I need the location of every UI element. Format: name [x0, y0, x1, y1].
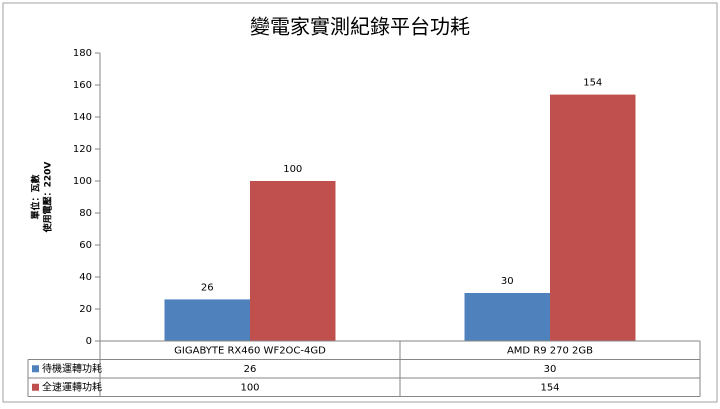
y-tick-label: 40	[79, 272, 92, 283]
x-tick-label: AMD R9 270 2GB	[507, 345, 593, 356]
y-tick-label: 180	[73, 48, 92, 59]
legend-swatch	[32, 365, 39, 373]
table-value: 26	[244, 364, 257, 375]
legend-swatch	[32, 383, 39, 391]
data-label: 30	[501, 276, 514, 287]
table-value: 100	[240, 382, 259, 393]
y-tick-label: 100	[73, 176, 92, 187]
legend-label: 全速運轉功耗	[42, 380, 102, 393]
y-tick-label: 140	[73, 112, 92, 123]
y-axis-label-line: 單位：瓦數	[30, 174, 42, 220]
x-tick-label: GIGABYTE RX460 WF2OC-4GD	[174, 345, 326, 356]
y-axis-label-line: 使用電壓：220V	[42, 162, 54, 234]
y-tick-label: 60	[79, 240, 92, 251]
bar	[250, 181, 336, 341]
table-value: 154	[540, 382, 559, 393]
y-axis-label: 單位：瓦數 使用電壓：220V	[30, 162, 54, 234]
data-label: 100	[283, 164, 302, 175]
chart-title: 變電家實測紀錄平台功耗	[250, 15, 470, 39]
table-value: 30	[544, 364, 557, 375]
bar	[464, 293, 550, 341]
bar	[164, 299, 250, 341]
legend-label: 待機運轉功耗	[42, 362, 102, 375]
data-label: 26	[201, 282, 214, 293]
y-tick-label: 160	[73, 80, 92, 91]
y-tick-label: 0	[86, 336, 92, 347]
data-label: 154	[583, 78, 602, 89]
y-tick-label: 120	[73, 144, 92, 155]
bar	[550, 94, 636, 341]
y-tick-label: 20	[79, 304, 92, 315]
y-tick-label: 80	[79, 208, 92, 219]
